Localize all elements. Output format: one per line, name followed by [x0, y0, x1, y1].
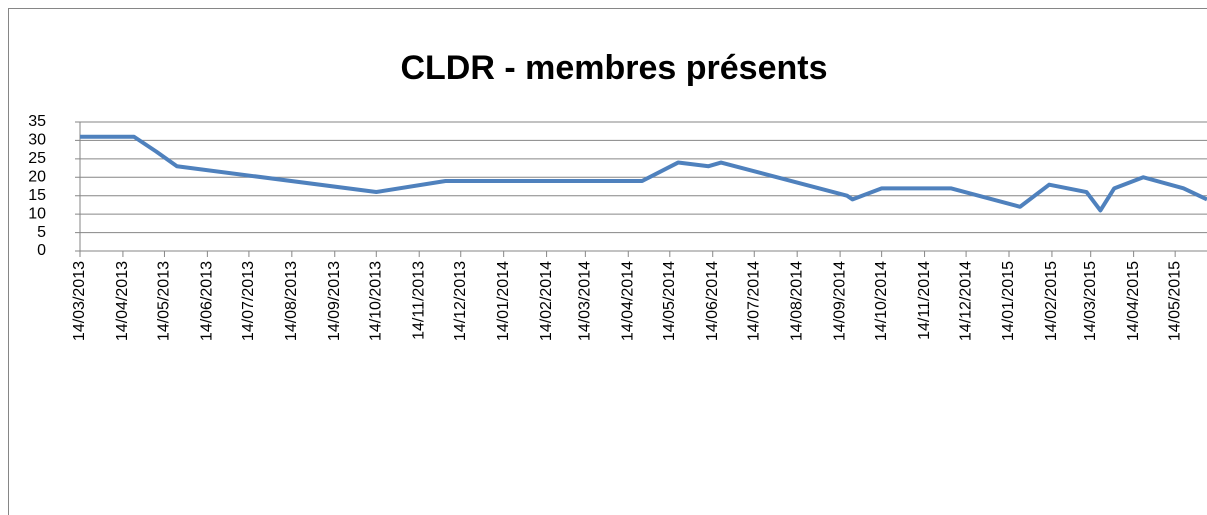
y-tick-label: 15: [28, 187, 46, 204]
x-tick-label: 14/04/2013: [114, 261, 131, 341]
x-tick-label: 14/04/2015: [1125, 261, 1142, 341]
x-tick-label: 14/12/2013: [452, 261, 469, 341]
x-tick-label: 14/05/2015: [1166, 261, 1183, 341]
x-tick-label: 14/01/2014: [495, 261, 512, 341]
y-tick-label: 0: [37, 242, 46, 259]
x-tick-label: 14/05/2014: [661, 261, 678, 341]
y-tick-label: 10: [28, 205, 46, 222]
y-tick-label: 5: [37, 224, 46, 241]
x-tick-label: 14/02/2015: [1043, 261, 1060, 341]
x-tick-label: 14/06/2014: [704, 261, 721, 341]
x-tick-label: 14/07/2013: [240, 261, 257, 341]
x-tick-label: 14/07/2014: [745, 261, 762, 341]
x-tick-label: 14/03/2015: [1082, 261, 1099, 341]
chart-title: CLDR - membres présents: [400, 49, 827, 87]
y-tick-label: 25: [28, 150, 46, 167]
x-tick-label: 14/08/2013: [283, 261, 300, 341]
x-tick-label: 14/06/2013: [199, 261, 216, 341]
x-tick-label: 14/05/2013: [156, 261, 173, 341]
x-tick-label: 14/09/2014: [831, 261, 848, 341]
y-tick-label: 20: [28, 169, 46, 186]
y-tick-label: 30: [28, 132, 46, 149]
x-tick-label: 14/10/2014: [873, 261, 890, 341]
x-tick-label: 14/11/2014: [916, 261, 933, 340]
x-tick-label: 14/11/2013: [410, 261, 427, 340]
x-tick-label: 14/12/2014: [957, 261, 974, 341]
x-tick-label: 14/08/2014: [788, 261, 805, 341]
x-tick-label: 14/03/2013: [71, 261, 88, 341]
x-tick-label: 14/09/2013: [326, 261, 343, 341]
x-tick-label: 14/10/2013: [368, 261, 385, 341]
data-line: [80, 134, 1207, 213]
x-tick-label: 14/01/2015: [1000, 261, 1017, 341]
y-tick-label: 35: [28, 113, 46, 130]
x-tick-label: 14/02/2014: [538, 261, 555, 341]
x-tick-label: 14/04/2014: [619, 261, 636, 341]
x-tick-label: 14/03/2014: [577, 261, 594, 341]
chart-frame: [8, 8, 1207, 515]
